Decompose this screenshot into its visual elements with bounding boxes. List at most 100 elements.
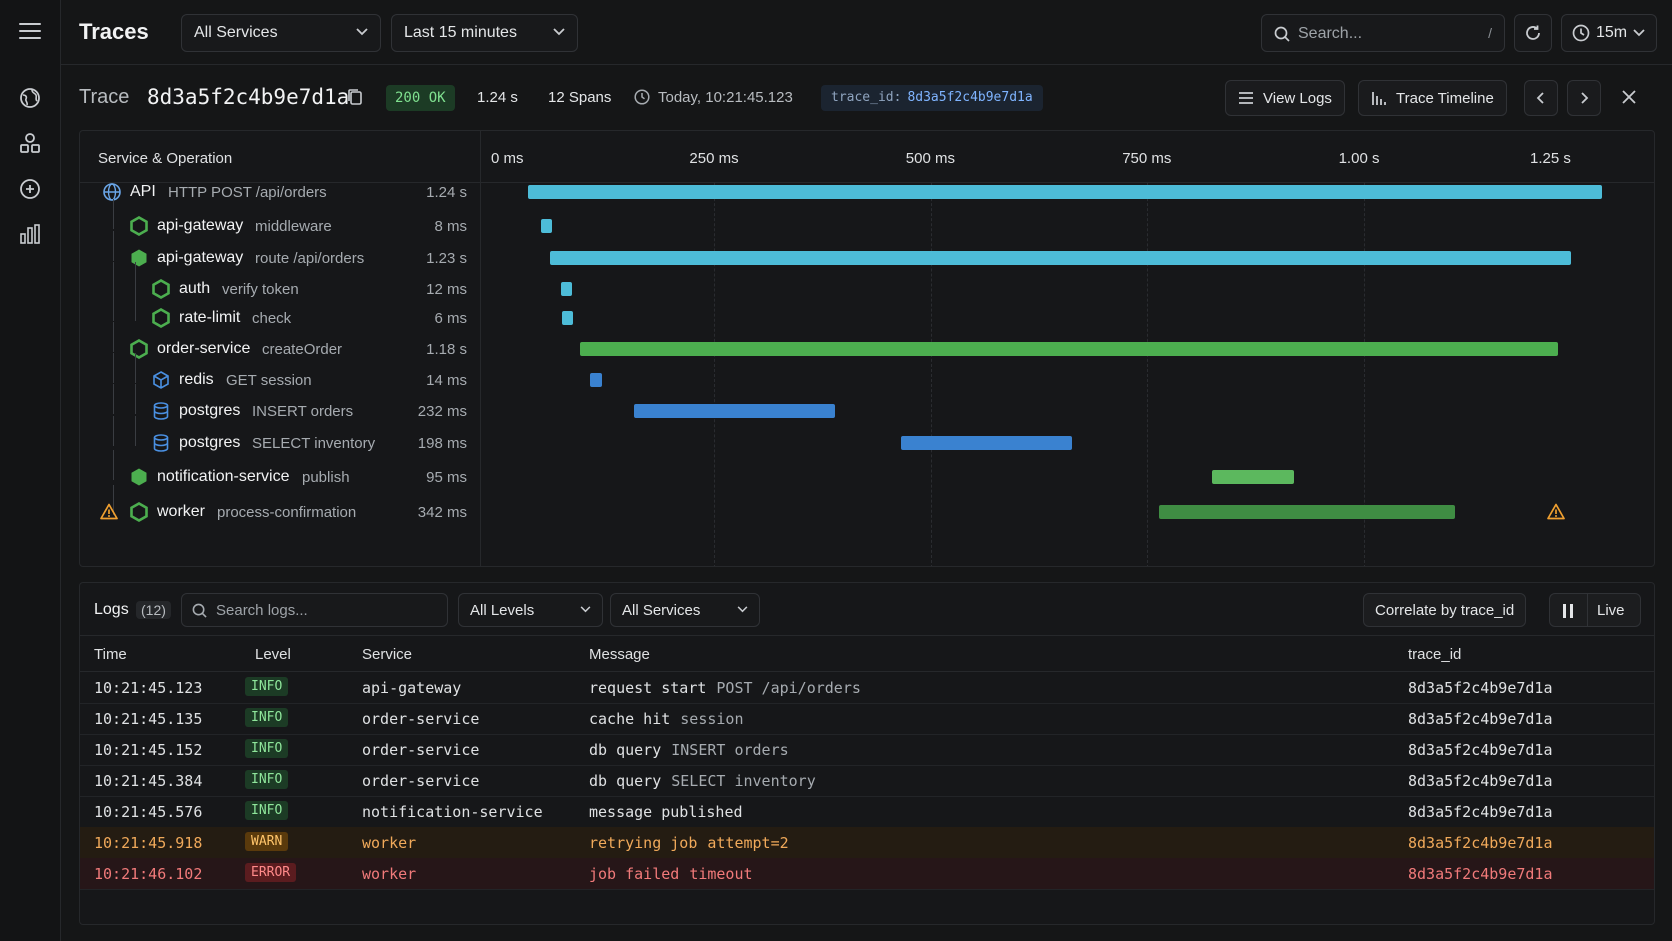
log-row[interactable]: 10:21:45.384 INFO order-service db query SEL…	[80, 765, 1654, 797]
span-row[interactable]: API HTTP POST /api/orders 1.24 s	[80, 177, 480, 207]
refresh-button[interactable]	[1514, 14, 1552, 52]
span-bar[interactable]	[1212, 470, 1295, 484]
log-message-detail: session	[680, 710, 744, 728]
trace-id-chip[interactable]: trace_id: 8d3a5f2c4b9e7d1a	[821, 85, 1043, 111]
logs-toolbar: Logs (12) Search logs... All Levels All …	[80, 583, 1654, 636]
hexagon-filled-icon	[129, 467, 149, 487]
span-bar[interactable]	[1159, 505, 1456, 519]
span-bar[interactable]	[561, 282, 573, 296]
span-row[interactable]: postgres INSERT orders 232 ms	[80, 384, 480, 426]
timeline-gridline	[714, 183, 716, 566]
log-service: worker	[362, 834, 417, 852]
service-select-value: All Services	[194, 24, 278, 41]
time-column-header[interactable]: Time	[94, 646, 127, 663]
trace-duration: 1.24 s	[477, 89, 518, 106]
span-row[interactable]: rate-limit check 6 ms	[80, 291, 480, 333]
pause-icon[interactable]	[1562, 604, 1574, 618]
time-tick-label: 750 ms	[1122, 150, 1172, 167]
span-row[interactable]: api-gateway middleware 8 ms	[80, 199, 480, 241]
log-trace-id[interactable]: 8d3a5f2c4b9e7d1a	[1408, 741, 1553, 759]
log-row[interactable]: 10:21:45.135 INFO order-service cache hit se…	[80, 703, 1654, 735]
span-bar[interactable]	[562, 311, 574, 325]
trace-id-column-header[interactable]: trace_id	[1408, 646, 1462, 663]
span-operation-name: SELECT inventory	[252, 435, 376, 452]
log-message: retrying job attempt=2	[589, 834, 789, 852]
level-filter-select[interactable]: All Levels	[458, 593, 603, 627]
trace-timeline-button[interactable]: Trace Timeline	[1358, 80, 1507, 116]
live-label: Live	[1597, 602, 1625, 619]
explore-nav-icon[interactable]	[19, 178, 41, 200]
chevron-down-icon	[553, 28, 565, 36]
log-trace-id[interactable]: 8d3a5f2c4b9e7d1a	[1408, 865, 1553, 883]
log-level-badge: INFO	[245, 770, 289, 789]
span-bar[interactable]	[633, 404, 835, 418]
level-column-header[interactable]: Level	[255, 646, 291, 663]
previous-trace-button[interactable]	[1524, 80, 1558, 116]
live-tail-control[interactable]: Live	[1549, 593, 1641, 627]
log-row[interactable]: 10:21:45.576 INFO notification-service mess…	[80, 796, 1654, 828]
span-row[interactable]: redis GET session 14 ms	[80, 353, 480, 395]
correlate-by-trace-id-button[interactable]: Correlate by trace_id	[1363, 593, 1527, 627]
global-search-input[interactable]: Search... /	[1261, 14, 1505, 52]
log-service: notification-service	[362, 803, 543, 821]
span-bar[interactable]	[528, 185, 1602, 199]
span-row[interactable]: postgres SELECT inventory 198 ms	[80, 416, 480, 458]
globe-nav-icon[interactable]	[19, 87, 41, 109]
log-service-filter-select[interactable]: All Services	[610, 593, 760, 627]
span-operation-name: process-confirmation	[217, 504, 357, 521]
time-range-select[interactable]: Last 15 minutes	[391, 14, 578, 52]
span-service-name: worker	[157, 503, 206, 520]
span-bar[interactable]	[541, 219, 553, 233]
log-row[interactable]: 10:21:46.102 ERROR worker job failed timeout…	[80, 858, 1654, 890]
span-bar[interactable]	[580, 342, 1559, 356]
tree-guide-line	[113, 384, 114, 414]
log-trace-id[interactable]: 8d3a5f2c4b9e7d1a	[1408, 834, 1553, 852]
span-row[interactable]: worker process-confirmation 342 ms	[80, 485, 480, 527]
log-row[interactable]: 10:21:45.918 WARN worker retrying job attemp…	[80, 827, 1654, 859]
cube-icon	[151, 370, 171, 390]
log-trace-id[interactable]: 8d3a5f2c4b9e7d1a	[1408, 803, 1553, 821]
close-icon[interactable]	[1621, 89, 1637, 105]
span-bar[interactable]	[549, 251, 1572, 265]
copy-icon[interactable]	[347, 88, 363, 106]
log-message: db query SELECT inventory	[589, 772, 816, 790]
tree-guide-line	[113, 353, 114, 383]
log-trace-id[interactable]: 8d3a5f2c4b9e7d1a	[1408, 710, 1553, 728]
span-row[interactable]: order-service createOrder 1.18 s	[80, 322, 480, 364]
log-message: cache hit session	[589, 710, 744, 728]
service-column-header[interactable]: Service	[362, 646, 413, 663]
log-message-text: retrying job	[589, 834, 698, 852]
service-select[interactable]: All Services	[181, 14, 381, 52]
log-time: 10:21:45.918	[94, 834, 203, 852]
log-message: job failed timeout	[589, 865, 753, 883]
timeline-header: Service & Operation	[80, 131, 1654, 183]
menu-icon[interactable]	[19, 22, 41, 40]
span-row[interactable]: auth verify token 12 ms	[80, 262, 480, 304]
span-duration: 1.24 s	[426, 184, 467, 201]
logs-search-input[interactable]: Search logs...	[181, 593, 448, 627]
hexagon-outline-icon	[129, 502, 149, 522]
hexagon-outline-icon	[151, 279, 171, 299]
span-row[interactable]: api-gateway route /api/orders 1.23 s	[80, 231, 480, 273]
span-bar[interactable]	[589, 373, 602, 387]
metrics-nav-icon[interactable]	[19, 223, 41, 245]
tree-guide-line	[113, 450, 114, 480]
log-level-badge: INFO	[245, 708, 289, 727]
trace-header: Trace 8d3a5f2c4b9e7d1a 200 OK 1.24 s 12 …	[61, 65, 1672, 129]
view-logs-button[interactable]: View Logs	[1225, 80, 1345, 116]
log-row[interactable]: 10:21:45.123 INFO api-gateway request start…	[80, 672, 1654, 704]
database-icon	[151, 401, 171, 421]
log-trace-id[interactable]: 8d3a5f2c4b9e7d1a	[1408, 772, 1553, 790]
services-nav-icon[interactable]	[19, 132, 41, 154]
log-trace-id[interactable]: 8d3a5f2c4b9e7d1a	[1408, 679, 1553, 697]
search-shortcut: /	[1488, 25, 1492, 41]
message-column-header[interactable]: Message	[589, 646, 650, 663]
refresh-interval-button[interactable]: 15m	[1561, 14, 1657, 52]
span-bar[interactable]	[900, 436, 1072, 450]
search-placeholder: Search...	[1298, 25, 1363, 42]
span-row[interactable]: notification-service publish 95 ms	[80, 450, 480, 492]
log-row[interactable]: 10:21:45.152 INFO order-service db query INS…	[80, 734, 1654, 766]
logs-count-badge: (12)	[136, 601, 171, 619]
log-message-detail: POST /api/orders	[716, 679, 861, 697]
next-trace-button[interactable]	[1567, 80, 1601, 116]
